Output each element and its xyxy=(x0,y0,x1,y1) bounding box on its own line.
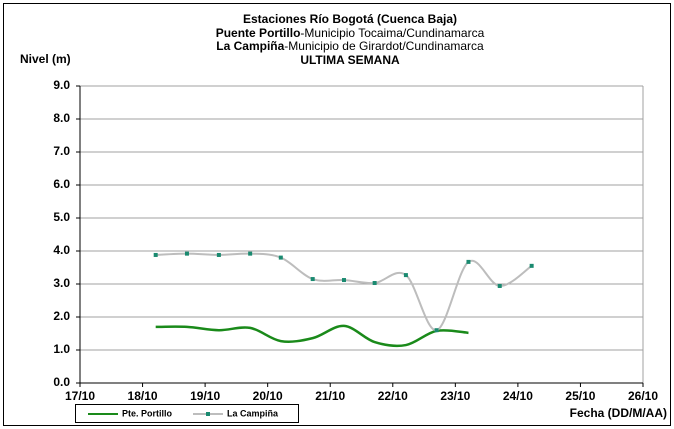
point xyxy=(372,281,377,286)
x-tick-label: 19/10 xyxy=(190,389,220,403)
y-axis-label: Nivel (m) xyxy=(20,52,71,66)
period: ULTIMA SEMANA xyxy=(300,53,400,67)
point xyxy=(216,252,221,257)
x-tick-label: 17/10 xyxy=(65,389,95,403)
point xyxy=(497,283,502,288)
chart-frame xyxy=(3,3,671,426)
y-tick-label: 8.0 xyxy=(53,111,70,125)
subtitle: La Campiña-Municipio de Girardot/Cundina… xyxy=(216,39,484,53)
point xyxy=(184,251,189,256)
point xyxy=(341,278,346,283)
x-tick-label: 24/10 xyxy=(503,389,533,403)
y-tick-label: 3.0 xyxy=(53,276,70,290)
point xyxy=(403,273,408,278)
point xyxy=(278,255,283,260)
point xyxy=(248,251,253,256)
y-tick-label: 5.0 xyxy=(53,210,70,224)
y-tick-label: 0.0 xyxy=(53,375,70,389)
series-line xyxy=(155,324,469,348)
y-tick-label: 2.0 xyxy=(53,309,70,323)
y-tick-label: 6.0 xyxy=(53,177,70,191)
legend-label: La Campiña xyxy=(227,408,279,418)
x-axis-label: Fecha (DD/M/AA) xyxy=(570,406,667,420)
chart-title: Estaciones Río Bogotá (Cuenca Baja) xyxy=(243,12,457,26)
point xyxy=(529,263,534,268)
y-tick-label: 4.0 xyxy=(53,243,70,257)
x-tick-label: 20/10 xyxy=(253,389,283,403)
point xyxy=(434,328,439,333)
point xyxy=(310,277,315,282)
x-tick-label: 26/10 xyxy=(628,389,658,403)
x-tick-label: 25/10 xyxy=(565,389,595,403)
legend xyxy=(75,404,299,423)
station: Puente Portillo xyxy=(216,26,301,40)
point xyxy=(153,252,158,257)
station: La Campiña xyxy=(216,39,284,53)
y-tick-label: 7.0 xyxy=(53,144,70,158)
x-tick-label: 18/10 xyxy=(128,389,158,403)
location: -Municipio de Girardot/Cundinamarca xyxy=(284,39,484,53)
x-tick-label: 21/10 xyxy=(315,389,345,403)
point xyxy=(466,259,471,264)
subtitle: Puente Portillo-Municipio Tocaima/Cundin… xyxy=(216,26,485,40)
y-tick-label: 1.0 xyxy=(53,342,70,356)
location: -Municipio Tocaima/Cundinamarca xyxy=(300,26,484,40)
x-tick-label: 23/10 xyxy=(440,389,470,403)
y-tick-label: 9.0 xyxy=(53,78,70,92)
legend-marker xyxy=(206,412,210,416)
legend-label: Pte. Portillo xyxy=(122,408,173,418)
x-tick-label: 22/10 xyxy=(378,389,408,403)
